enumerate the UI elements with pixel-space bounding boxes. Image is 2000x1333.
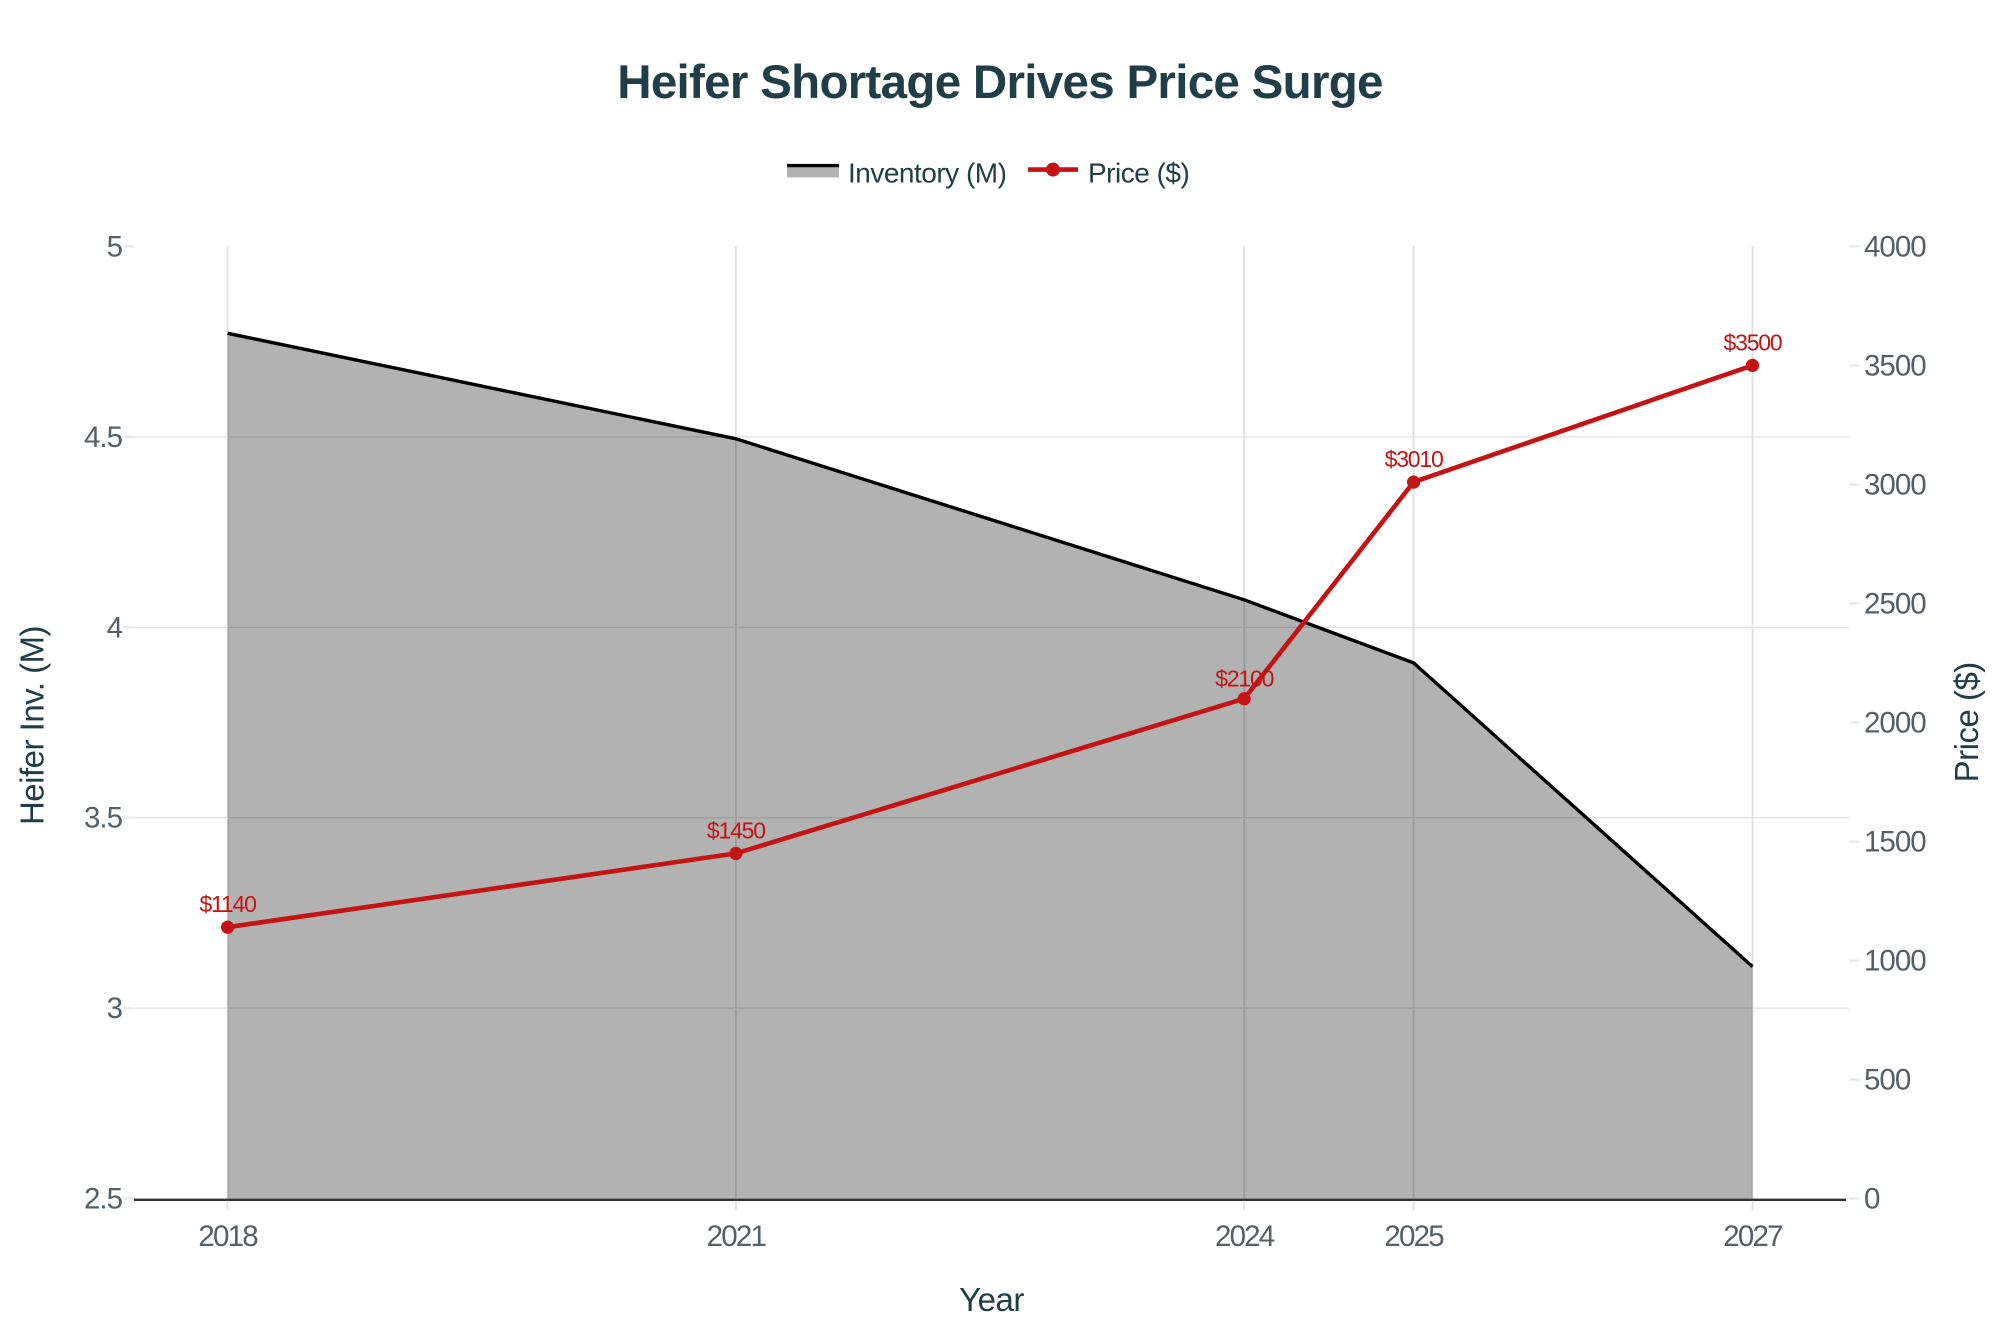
svg-text:2000: 2000: [1864, 707, 1926, 740]
svg-text:Price ($): Price ($): [1088, 157, 1189, 188]
svg-text:Price ($): Price ($): [1948, 662, 1985, 782]
svg-text:3500: 3500: [1864, 349, 1926, 382]
svg-text:Heifer Shortage Drives Price S: Heifer Shortage Drives Price Surge: [617, 56, 1383, 109]
svg-text:$1140: $1140: [199, 891, 256, 917]
svg-text:$2100: $2100: [1215, 666, 1273, 692]
svg-text:Heifer Inv. (M): Heifer Inv. (M): [13, 626, 50, 825]
svg-text:2018: 2018: [198, 1220, 258, 1253]
svg-text:0: 0: [1864, 1183, 1880, 1216]
svg-text:4: 4: [107, 611, 123, 644]
svg-text:2500: 2500: [1864, 588, 1926, 621]
svg-text:2021: 2021: [707, 1220, 766, 1253]
svg-text:1000: 1000: [1864, 945, 1926, 978]
svg-text:4.5: 4.5: [84, 421, 123, 454]
svg-text:2025: 2025: [1384, 1220, 1444, 1253]
svg-text:5: 5: [107, 230, 123, 263]
svg-text:Inventory (M): Inventory (M): [848, 157, 1006, 188]
svg-text:1500: 1500: [1864, 826, 1926, 859]
svg-text:3.5: 3.5: [84, 802, 123, 835]
svg-text:2027: 2027: [1723, 1220, 1782, 1253]
svg-text:2024: 2024: [1215, 1220, 1275, 1253]
svg-text:2.5: 2.5: [84, 1183, 123, 1216]
svg-text:$1450: $1450: [707, 817, 765, 843]
svg-text:Year: Year: [959, 1281, 1024, 1318]
svg-text:$3010: $3010: [1385, 446, 1443, 472]
svg-text:4000: 4000: [1864, 230, 1926, 263]
svg-text:500: 500: [1864, 1064, 1911, 1097]
svg-text:3000: 3000: [1864, 469, 1926, 502]
svg-text:3: 3: [107, 992, 123, 1025]
svg-text:$3500: $3500: [1724, 329, 1782, 355]
